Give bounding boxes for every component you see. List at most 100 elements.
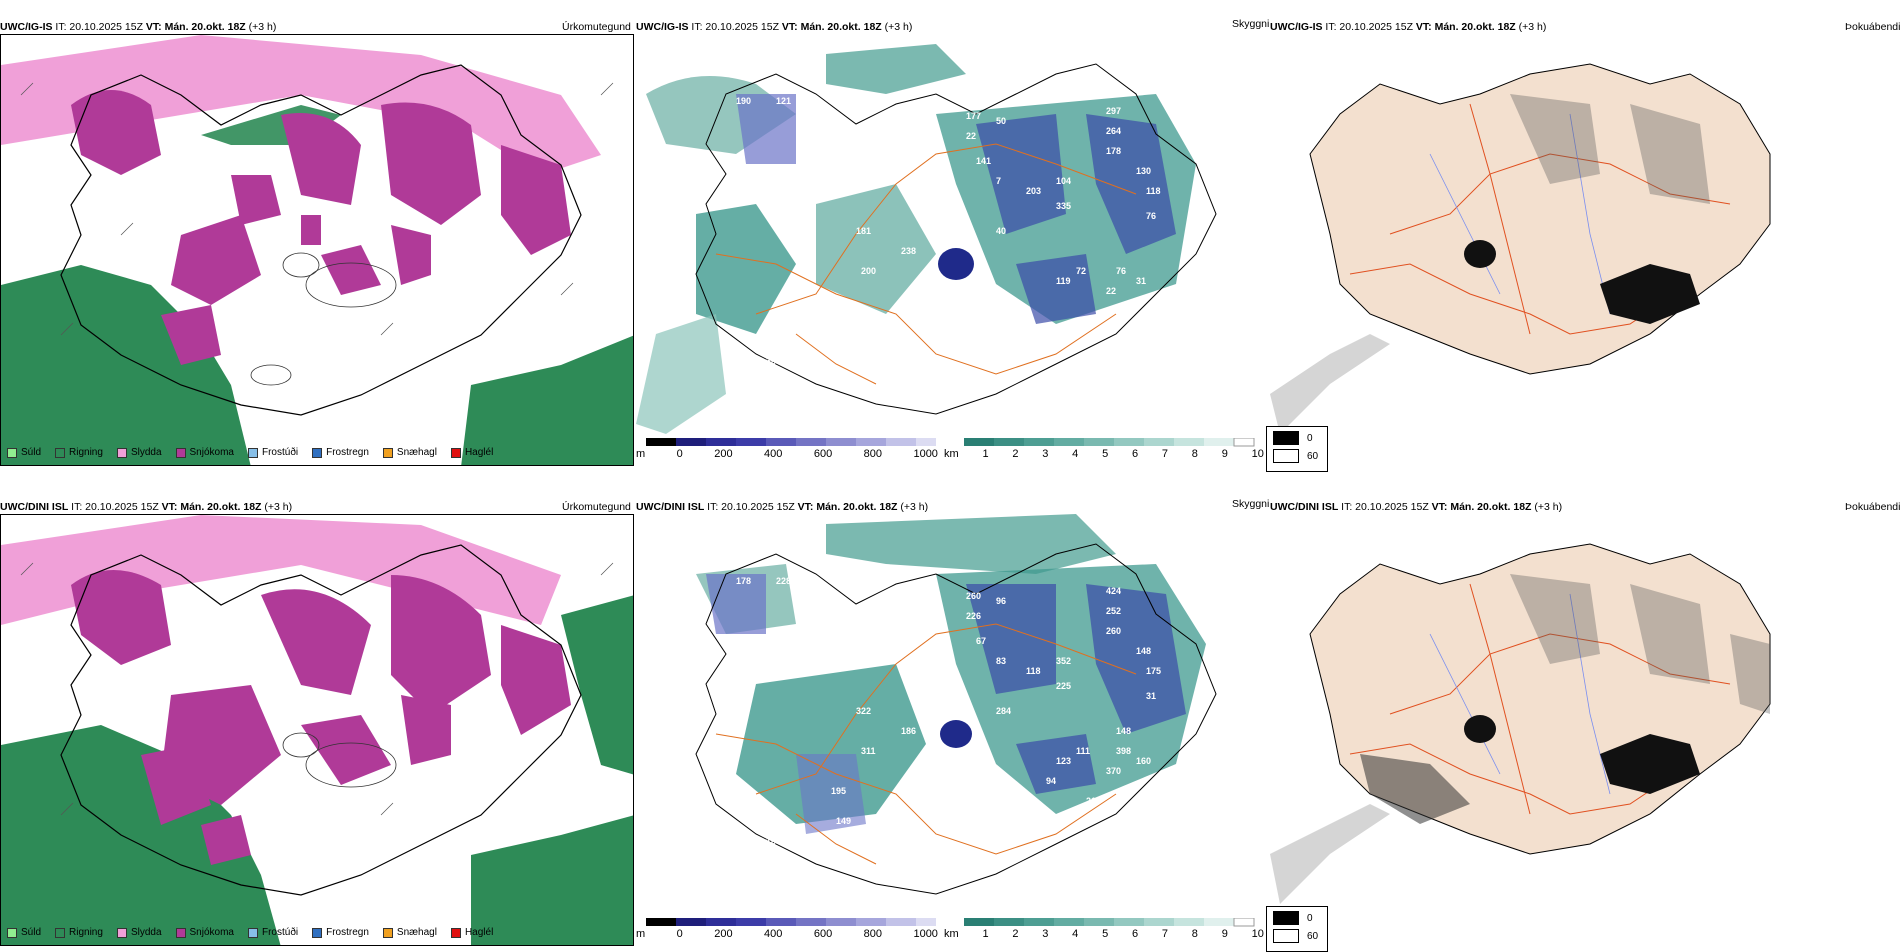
cloudbase-value-label: 228	[776, 576, 791, 586]
cloudbase-value-label: 218	[1086, 796, 1101, 806]
cloudbase-value-label: 31	[1136, 276, 1146, 286]
cloudbase-value-label: 177	[966, 111, 981, 121]
cloudbase-value-label: 264	[1106, 126, 1121, 136]
cloudbase-value-label: 119	[1056, 276, 1071, 286]
cloudbase-value-label: 148	[1136, 646, 1151, 656]
cloudbase-value-label: 104	[1056, 176, 1071, 186]
cloudbase-value-label: 96	[996, 596, 1006, 606]
cloudbase-value-label: 94	[1046, 776, 1056, 786]
cloudbase-map: 190 121 30 159 181 200 238 278 82 386 177 22 50 141 7 2…	[636, 34, 1270, 444]
cloudbase-value-label: 141	[976, 156, 991, 166]
cloudbase-value-label: 370	[1106, 766, 1121, 776]
cloudbase-unit: m	[636, 928, 646, 940]
cloudbase-value-label: 181	[856, 226, 871, 236]
visibility-ticks: km 1 2 3 4 5 6 7 8 9 10	[944, 448, 1264, 460]
cloudbase-value-label: 149	[836, 816, 851, 826]
visibility-ticks: km 1 2 3 4 5 6 7 8 9 10	[944, 928, 1264, 940]
cloudbase-value-label: 311	[861, 746, 876, 756]
cloudbase-value-label: 40	[996, 226, 1006, 236]
cloudbase-value-label: 83	[996, 656, 1006, 666]
cloudbase-value-label: 335	[1056, 201, 1071, 211]
cloudbase-value-label: 386	[766, 356, 781, 366]
visibility-colorbar: km 1 2 3 4 5 6 7 8 9 10	[944, 918, 1264, 942]
row-2: UWC/DINI ISL IT: 20.10.2025 15Z VT: Mán.…	[0, 495, 1900, 952]
cloudbase-unit: m	[636, 448, 646, 460]
fog-panel-header: UWC/IG-IS IT: 20.10.2025 15Z VT: Mán. 20…	[1270, 21, 1547, 33]
cloud-panel-header: UWC/DINI ISL IT: 20.10.2025 15Z VT: Mán.…	[636, 501, 929, 513]
precip-panel-header: UWC/IG-IS IT: 20.10.2025 15Z VT: Mán. 20…	[0, 21, 277, 33]
legend-item: Haglél	[450, 927, 493, 938]
cloudbase-value-label: 122	[806, 606, 821, 616]
cloudbase-value-label: 186	[901, 726, 916, 736]
cloudbase-value-label: 148	[1116, 726, 1131, 736]
cloudbase-value-label: 22	[1106, 286, 1116, 296]
cloudbase-value-label: 159	[766, 176, 781, 186]
cloudbase-value-label: 178	[736, 576, 751, 586]
cloudbase-value-label: 31	[1146, 691, 1156, 701]
visibility-colorbar: km 1 2 3 4 5 6 7 8 9 10	[944, 438, 1264, 462]
fog-map	[1270, 514, 1900, 924]
cloudbase-value-label: 30	[806, 126, 816, 136]
cloudbase-value-label: 76	[1146, 211, 1156, 221]
cloudbase-value-label: 284	[996, 706, 1011, 716]
legend-item: Snæhagl	[382, 927, 437, 938]
cloudbase-value-label: 260	[1106, 626, 1121, 636]
legend-item: Súld	[7, 927, 41, 938]
cloudbase-map: 178 228 122 183 322 311 186 195 149 180 260 226 96 67…	[636, 514, 1270, 924]
legend-item: Rigning	[55, 447, 103, 458]
cloudbase-value-label: 76	[1116, 266, 1126, 276]
cloudbase-value-label: 252	[1106, 606, 1121, 616]
cloudbase-value-label: 195	[831, 786, 846, 796]
cloudbase-value-label: 82	[836, 336, 846, 346]
cloudbase-value-label: 225	[1056, 681, 1071, 691]
cloudbase-value-label: 398	[1116, 746, 1131, 756]
precip-panel-title: Úrkomutegund	[562, 501, 631, 513]
cloudbase-value-label: 175	[1146, 666, 1161, 676]
cloudbase-value-label: 226	[966, 611, 981, 621]
cloudbase-value-label: 278	[831, 306, 846, 316]
legend-item: Rigning	[55, 927, 103, 938]
cloudbase-value-label: 200	[861, 266, 876, 276]
legend-item: Slydda	[116, 927, 162, 938]
fog-panel-header: UWC/DINI ISL IT: 20.10.2025 15Z VT: Mán.…	[1270, 501, 1563, 513]
cloudbase-value-label: 121	[776, 96, 791, 106]
cloudbase-value-label: 22	[966, 131, 976, 141]
cloudbase-value-label: 322	[856, 706, 871, 716]
cloudbase-value-label: 178	[1106, 146, 1121, 156]
cloudbase-value-label: 118	[1026, 666, 1041, 676]
cloudbase-value-label: 7	[996, 176, 1001, 186]
precip-panel-header: UWC/DINI ISL IT: 20.10.2025 15Z VT: Mán.…	[0, 501, 293, 513]
cloudbase-value-label: 67	[976, 636, 986, 646]
visibility-unit: km	[944, 928, 959, 940]
precip-legend: Súld Rigning Slydda Snjókoma Frostúði Fr…	[7, 927, 501, 938]
cloudbase-value-label: 118	[1146, 186, 1161, 196]
cloudbase-value-label: 190	[736, 96, 751, 106]
cloudbase-value-label: 130	[1136, 166, 1151, 176]
cloud-panel-header: UWC/IG-IS IT: 20.10.2025 15Z VT: Mán. 20…	[636, 21, 913, 33]
legend-item: Snæhagl	[382, 447, 437, 458]
legend-item: Frostregn	[312, 447, 369, 458]
fog-legend: 0 60	[1266, 426, 1328, 472]
cloudbase-ticks: m 0 200 400 600 800 1000	[636, 928, 938, 940]
precip-type-map: Súld Rigning Slydda Snjókoma Frostúði Fr…	[0, 34, 634, 466]
legend-item: Snjókoma	[175, 927, 234, 938]
legend-item: Slydda	[116, 447, 162, 458]
fog-panel-title: Þokuábendi	[1845, 501, 1900, 513]
cloudbase-ticks: m 0 200 400 600 800 1000	[636, 448, 938, 460]
cloudbase-value-label: 72	[1076, 266, 1086, 276]
cloudbase-value-label: 424	[1106, 586, 1121, 596]
cloudbase-value-label: 183	[766, 656, 781, 666]
cloudbase-value-label: 50	[996, 116, 1006, 126]
legend-item: Súld	[7, 447, 41, 458]
cloudbase-colorbar: m 0 200 400 600 800 1000	[636, 918, 938, 942]
legend-item: Frostregn	[312, 927, 369, 938]
cloud-panel-title: Skyggni	[1232, 18, 1270, 30]
cloudbase-value-label: 203	[1026, 186, 1041, 196]
cloud-panel-title: Skyggni	[1232, 498, 1270, 510]
fog-map	[1270, 34, 1900, 444]
cloudbase-value-label: 111	[1076, 746, 1090, 756]
precip-legend: Súld Rigning Slydda Snjókoma Frostúði Fr…	[7, 447, 501, 458]
legend-item: Snjókoma	[175, 447, 234, 458]
cloudbase-colorbar: m 0 200 400 600 800 1000	[636, 438, 938, 462]
cloudbase-value-label: 160	[1136, 756, 1151, 766]
